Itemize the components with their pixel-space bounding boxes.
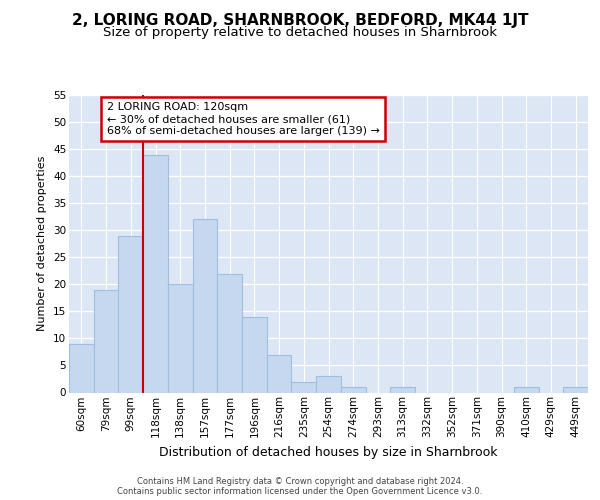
Text: 2, LORING ROAD, SHARNBROOK, BEDFORD, MK44 1JT: 2, LORING ROAD, SHARNBROOK, BEDFORD, MK4… (72, 12, 528, 28)
Bar (193, 220, 217, 392)
Bar (316, 376, 341, 392)
Bar (514, 387, 539, 392)
Bar (341, 387, 365, 392)
Bar (217, 274, 242, 392)
Text: Contains HM Land Registry data © Crown copyright and database right 2024.
Contai: Contains HM Land Registry data © Crown c… (118, 476, 482, 496)
Bar (267, 354, 292, 393)
Bar (168, 284, 193, 393)
Bar (563, 387, 588, 392)
Bar (292, 382, 316, 392)
Bar (143, 154, 168, 392)
Bar (118, 236, 143, 392)
Y-axis label: Number of detached properties: Number of detached properties (37, 156, 47, 332)
Text: Size of property relative to detached houses in Sharnbrook: Size of property relative to detached ho… (103, 26, 497, 39)
Bar (69, 344, 94, 393)
X-axis label: Distribution of detached houses by size in Sharnbrook: Distribution of detached houses by size … (159, 446, 498, 458)
Bar (242, 317, 267, 392)
Bar (390, 387, 415, 392)
Text: 2 LORING ROAD: 120sqm
← 30% of detached houses are smaller (61)
68% of semi-deta: 2 LORING ROAD: 120sqm ← 30% of detached … (107, 102, 380, 136)
Bar (94, 290, 118, 393)
